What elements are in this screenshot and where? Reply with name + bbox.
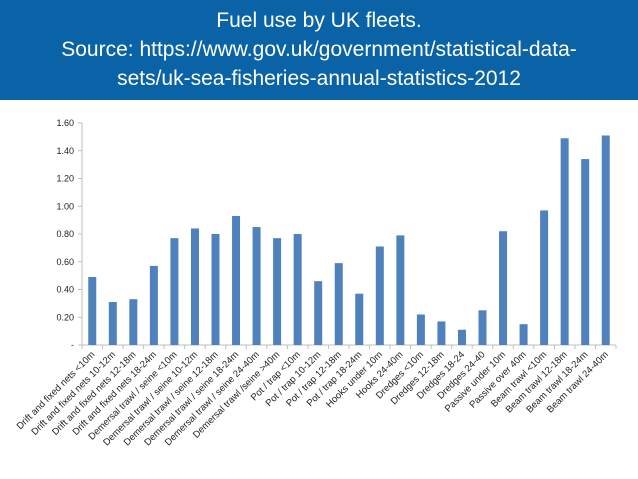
bar [314, 281, 323, 345]
bar [149, 265, 158, 345]
y-tick-label: 0.60 [56, 257, 74, 267]
bar [211, 234, 220, 345]
bar [499, 231, 508, 345]
bar [293, 234, 302, 345]
bar [560, 138, 569, 345]
y-tick-label: 0.40 [56, 285, 74, 295]
source-line-continued: sets/uk-sea-fisheries-annual-statistics-… [117, 67, 521, 90]
bar [190, 228, 199, 345]
bar [519, 324, 528, 345]
bar [232, 215, 241, 345]
bar [355, 293, 364, 345]
bar [375, 246, 384, 345]
bar [478, 310, 487, 345]
source-line: Source: https://www.gov.uk/government/st… [61, 38, 577, 61]
bar [457, 329, 466, 345]
bar [334, 263, 343, 345]
bar [416, 314, 425, 345]
bar [273, 238, 282, 345]
bar [540, 210, 549, 345]
slide-header: Fuel use by UK fleets. Source: https://w… [0, 0, 638, 100]
bar [252, 227, 261, 345]
y-tick-label: 1.00 [56, 201, 74, 211]
y-tick-label: 1.40 [56, 146, 74, 156]
bar [601, 135, 610, 345]
y-tick-label: 0.20 [56, 312, 74, 322]
bar [396, 235, 405, 345]
bar [129, 299, 138, 345]
bar [170, 238, 179, 345]
y-tick-label: - [71, 340, 74, 350]
y-tick-label: 1.20 [56, 174, 74, 184]
y-tick-label: 0.80 [56, 229, 74, 239]
slide-title: Fuel use by UK fleets. [216, 9, 422, 32]
y-tick-label: 1.60 [56, 118, 74, 128]
bar [581, 159, 590, 345]
bar [437, 321, 446, 345]
bar [88, 277, 97, 345]
bar [108, 301, 117, 345]
